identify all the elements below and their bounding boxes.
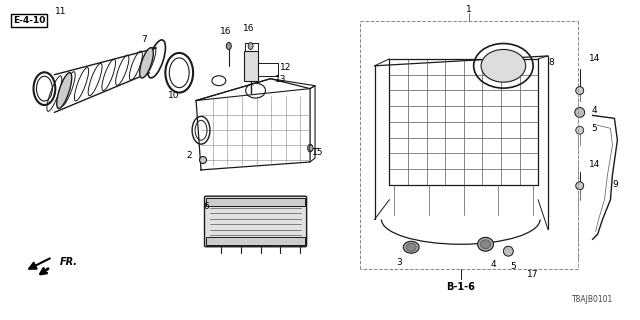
- FancyBboxPatch shape: [244, 51, 257, 81]
- Ellipse shape: [481, 50, 525, 82]
- Text: 17: 17: [527, 269, 539, 278]
- Ellipse shape: [57, 73, 72, 108]
- Ellipse shape: [575, 108, 585, 117]
- Ellipse shape: [140, 48, 154, 78]
- Ellipse shape: [309, 145, 313, 151]
- Ellipse shape: [576, 126, 584, 134]
- Text: 15: 15: [312, 148, 324, 156]
- Ellipse shape: [248, 43, 253, 50]
- Text: 13: 13: [275, 75, 286, 84]
- Text: 5: 5: [511, 261, 516, 271]
- Ellipse shape: [576, 87, 584, 95]
- Ellipse shape: [504, 246, 513, 256]
- Text: 1: 1: [466, 5, 472, 14]
- Ellipse shape: [406, 243, 416, 251]
- FancyBboxPatch shape: [206, 237, 305, 245]
- Ellipse shape: [481, 240, 490, 249]
- Text: 9: 9: [612, 180, 618, 189]
- Ellipse shape: [200, 156, 207, 164]
- Text: 7: 7: [141, 35, 147, 44]
- Text: 14: 14: [589, 160, 600, 170]
- Text: 3: 3: [396, 258, 402, 267]
- Ellipse shape: [227, 43, 231, 50]
- Text: 4: 4: [592, 106, 597, 115]
- FancyBboxPatch shape: [205, 196, 307, 247]
- Ellipse shape: [477, 237, 493, 251]
- Ellipse shape: [576, 182, 584, 190]
- Text: 16: 16: [220, 27, 232, 36]
- Ellipse shape: [403, 241, 419, 253]
- Text: 12: 12: [280, 63, 291, 72]
- Text: T8AJB0101: T8AJB0101: [572, 295, 613, 304]
- Ellipse shape: [308, 144, 312, 152]
- Text: B-1-6: B-1-6: [446, 282, 476, 292]
- Text: 14: 14: [589, 54, 600, 63]
- Text: 5: 5: [592, 124, 598, 133]
- Text: 16: 16: [243, 24, 254, 33]
- Text: 6: 6: [203, 202, 209, 211]
- Text: 10: 10: [168, 91, 179, 100]
- Text: 4: 4: [491, 260, 496, 268]
- Text: 2: 2: [186, 150, 192, 160]
- Text: E-4-10: E-4-10: [13, 16, 45, 25]
- Text: FR.: FR.: [60, 257, 78, 267]
- FancyBboxPatch shape: [206, 198, 305, 206]
- Text: 8: 8: [548, 58, 554, 67]
- Text: 11: 11: [54, 7, 66, 16]
